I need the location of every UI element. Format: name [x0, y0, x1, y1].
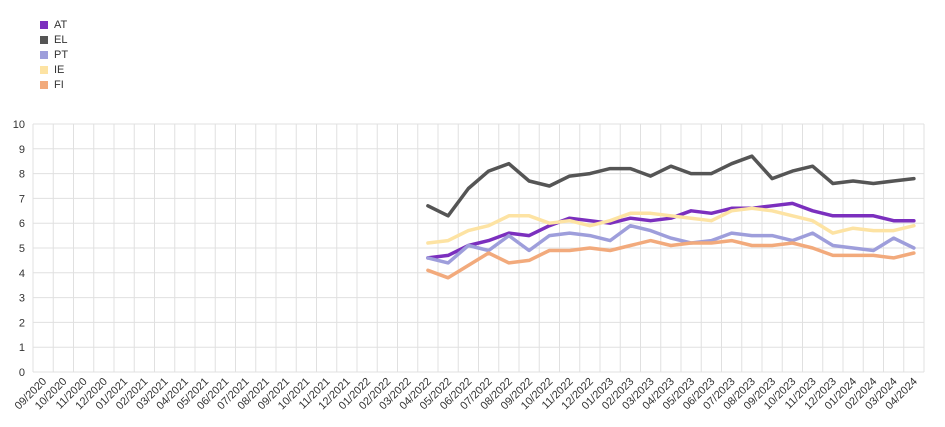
series-line-ie [426, 206, 916, 245]
legend-item-fi[interactable]: FI [40, 77, 68, 92]
legend-swatch [40, 20, 48, 29]
y-tick-label: 5 [19, 243, 25, 255]
legend-swatch [40, 65, 48, 74]
series-line-pt [426, 223, 916, 265]
chart-legend: AT EL PT IE FI [40, 17, 68, 92]
y-tick-label: 2 [19, 317, 25, 329]
y-tick-label: 4 [19, 268, 25, 280]
legend-label: FI [54, 78, 64, 91]
series-line-at [426, 201, 916, 260]
legend-swatch [40, 80, 48, 89]
legend-label: AT [54, 18, 68, 31]
series-line-fi [426, 238, 916, 280]
y-tick-label: 8 [19, 169, 25, 181]
y-tick-label: 6 [19, 218, 25, 230]
y-tick-label: 0 [19, 367, 25, 379]
series-line-el [426, 154, 916, 218]
legend-label: PT [54, 48, 69, 61]
y-tick-label: 1 [19, 342, 25, 354]
legend-label: EL [54, 33, 68, 46]
legend-swatch [40, 35, 48, 44]
y-tick-label: 7 [19, 193, 25, 205]
y-tick-label: 3 [19, 293, 25, 305]
legend-item-at[interactable]: AT [40, 17, 68, 32]
legend-item-ie[interactable]: IE [40, 62, 68, 77]
y-tick-label: 9 [19, 144, 25, 156]
legend-swatch [40, 50, 48, 59]
legend-item-el[interactable]: EL [40, 32, 68, 47]
y-tick-label: 10 [13, 119, 25, 131]
legend-item-pt[interactable]: PT [40, 47, 68, 62]
legend-label: IE [54, 63, 65, 76]
